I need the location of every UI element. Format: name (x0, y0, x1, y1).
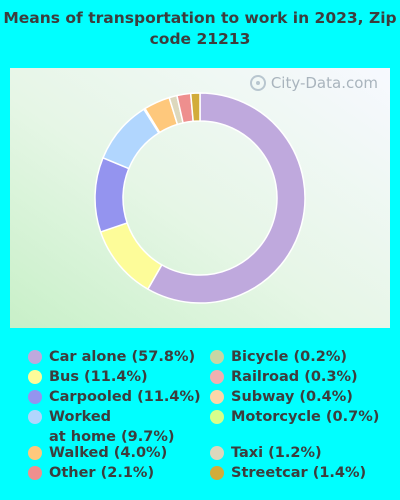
legend-item-other: Other (2.1%) (28, 463, 154, 483)
legend-item-worked-at-home: Worked at home (9.7%) (28, 407, 175, 447)
legend-item-bus: Bus (11.4%) (28, 367, 148, 387)
legend-swatch-other (28, 466, 42, 480)
legend-label-taxi: Taxi (1.2%) (231, 445, 322, 461)
chart-area: City-Data.com (10, 68, 390, 328)
legend-item-car-alone: Car alone (57.8%) (28, 347, 195, 367)
legend-item-motorcycle: Motorcycle (0.7%) (210, 407, 379, 427)
watermark-text: City-Data.com (270, 74, 378, 92)
chart-title-text: Means of transportation to work in 2023,… (3, 9, 397, 48)
legend-label-carpooled: Carpooled (11.4%) (49, 389, 201, 405)
donut-slices (94, 92, 306, 304)
watermark: City-Data.com (249, 74, 378, 92)
legend-swatch-bicycle (210, 350, 224, 364)
watermark-icon (249, 75, 266, 91)
legend-swatch-motorcycle (210, 410, 224, 424)
legend-label-other: Other (2.1%) (49, 465, 155, 481)
slice-streetcar (189, 92, 201, 123)
legend-swatch-worked-at-home (28, 410, 42, 424)
legend-item-walked: Walked (4.0%) (28, 443, 167, 463)
legend-label-bus: Bus (11.4%) (49, 369, 148, 385)
legend-item-carpooled: Carpooled (11.4%) (28, 387, 201, 407)
chart-title: Means of transportation to work in 2023,… (0, 8, 400, 50)
legend-item-railroad: Railroad (0.3%) (210, 367, 358, 387)
legend-swatch-walked (28, 446, 42, 460)
legend-label-car-alone: Car alone (57.8%) (49, 349, 196, 365)
legend-label-bicycle: Bicycle (0.2%) (231, 349, 347, 365)
legend-swatch-subway (210, 390, 224, 404)
legend-item-subway: Subway (0.4%) (210, 387, 353, 407)
donut-chart (10, 68, 390, 328)
legend-item-streetcar: Streetcar (1.4%) (210, 463, 366, 483)
legend-label-motorcycle: Motorcycle (0.7%) (231, 409, 380, 425)
legend-swatch-carpooled (28, 390, 42, 404)
legend-swatch-railroad (210, 370, 224, 384)
legend-swatch-car-alone (28, 350, 42, 364)
slice-car-alone (146, 92, 306, 304)
legend-label-railroad: Railroad (0.3%) (231, 369, 358, 385)
legend-swatch-bus (28, 370, 42, 384)
legend-label-worked-at-home: Worked at home (9.7%) (49, 409, 175, 445)
legend-label-streetcar: Streetcar (1.4%) (231, 465, 367, 481)
legend-item-taxi: Taxi (1.2%) (210, 443, 322, 463)
legend-label-subway: Subway (0.4%) (231, 389, 353, 405)
legend-swatch-streetcar (210, 466, 224, 480)
legend-item-bicycle: Bicycle (0.2%) (210, 347, 347, 367)
legend-label-walked: Walked (4.0%) (49, 445, 168, 461)
legend-swatch-taxi (210, 446, 224, 460)
